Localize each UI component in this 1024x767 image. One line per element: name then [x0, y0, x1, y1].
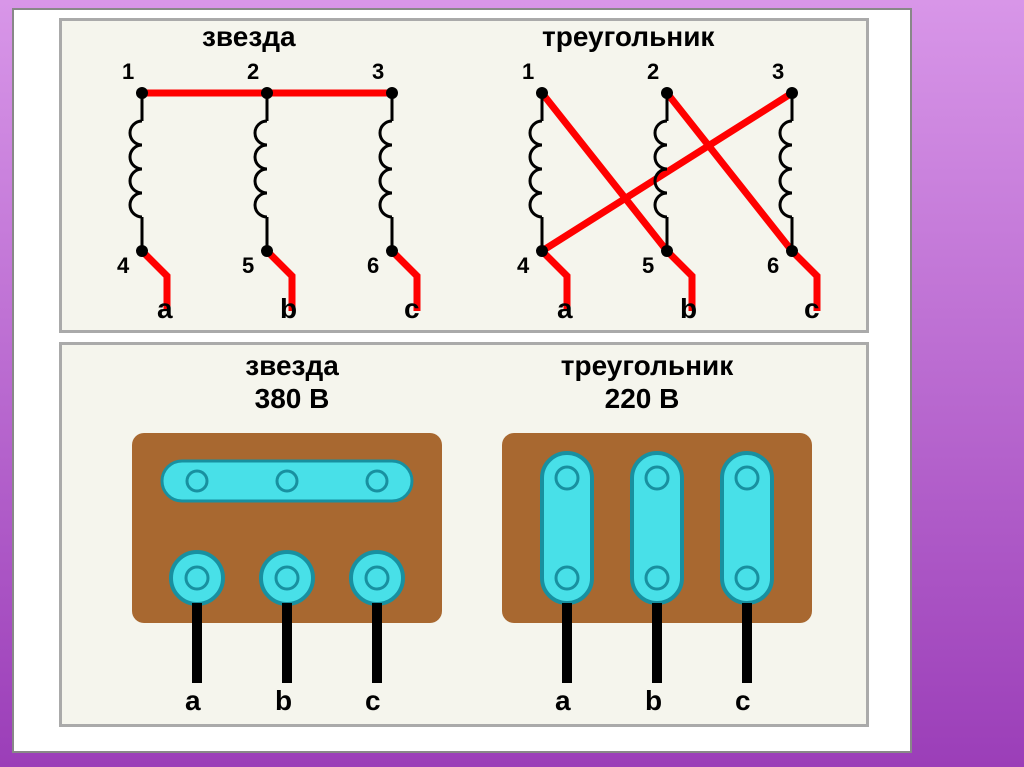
delta-n1: 1 [522, 59, 534, 85]
star-lc: c [404, 293, 420, 325]
star-n2: 2 [247, 59, 259, 85]
delta-block-title: треугольник [532, 350, 762, 382]
star-n4: 4 [117, 253, 129, 279]
delta-n3: 3 [772, 59, 784, 85]
star-terminal-svg [122, 423, 452, 713]
star-la: a [157, 293, 173, 325]
delta-block-la: a [555, 685, 571, 717]
star-block-title: звезда [212, 350, 372, 382]
star-lb: b [280, 293, 297, 325]
star-block-la: a [185, 685, 201, 717]
delta-n6: 6 [767, 253, 779, 279]
main-container: звезда [12, 8, 912, 753]
delta-n2: 2 [647, 59, 659, 85]
star-n5: 5 [242, 253, 254, 279]
delta-terminal-svg [492, 423, 822, 713]
delta-lc: c [804, 293, 820, 325]
star-voltage: 380 В [212, 383, 372, 415]
delta-block-lc: c [735, 685, 751, 717]
star-block-lc: c [365, 685, 381, 717]
star-n1: 1 [122, 59, 134, 85]
bottom-panel: звезда 380 В [59, 342, 869, 727]
delta-title: треугольник [542, 21, 714, 53]
star-n6: 6 [367, 253, 379, 279]
delta-la: a [557, 293, 573, 325]
delta-voltage: 220 В [562, 383, 722, 415]
delta-lb: b [680, 293, 697, 325]
star-block-lb: b [275, 685, 292, 717]
star-n3: 3 [372, 59, 384, 85]
star-title: звезда [202, 21, 296, 53]
delta-n4: 4 [517, 253, 529, 279]
delta-block-lb: b [645, 685, 662, 717]
star-schematic [82, 51, 452, 331]
delta-n5: 5 [642, 253, 654, 279]
delta-schematic [482, 51, 852, 331]
top-panel: звезда [59, 18, 869, 333]
